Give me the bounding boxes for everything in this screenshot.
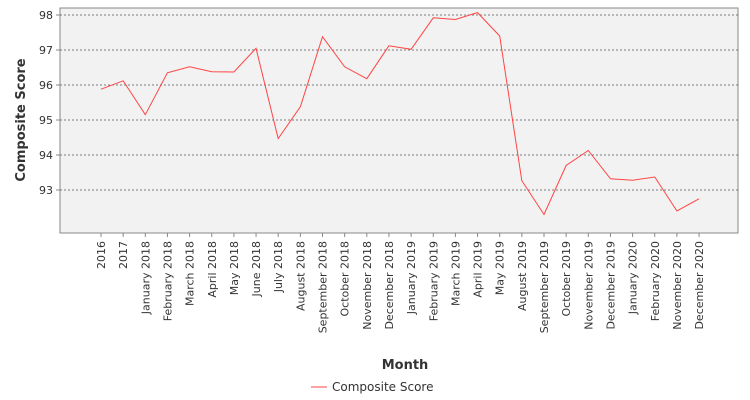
- x-tick-label: May 2019: [494, 241, 507, 295]
- x-tick-label: November 2018: [361, 241, 374, 330]
- x-tick-label: October 2019: [560, 241, 573, 317]
- x-tick-label: March 2019: [449, 241, 462, 306]
- x-axis-title: Month: [382, 358, 429, 373]
- x-tick-label: April 2018: [206, 241, 219, 298]
- x-tick-label: September 2019: [538, 241, 551, 333]
- x-tick-label: December 2018: [383, 241, 396, 330]
- x-tick-label: July 2018: [272, 241, 285, 293]
- x-tick-label: February 2019: [427, 241, 440, 321]
- legend-label: Composite Score: [332, 380, 433, 394]
- y-tick-label: 98: [39, 9, 53, 22]
- x-axis: 2016 2017 January 2018 February 2018 March 2…: [95, 233, 706, 333]
- series-line-composite-score: [100, 12, 700, 216]
- x-tick-label: November 2020: [671, 241, 684, 330]
- y-axis-title: Composite Score: [14, 58, 29, 181]
- x-tick-label: January 2018: [139, 241, 152, 315]
- plot-background: [59, 7, 739, 234]
- x-tick-label: August 2019: [516, 241, 529, 311]
- x-tick-label: June 2018: [250, 241, 263, 297]
- y-tick-label: 97: [39, 44, 53, 57]
- x-tick-label: November 2019: [582, 241, 595, 330]
- x-tick-label: 2017: [117, 241, 130, 269]
- x-tick-label: February 2020: [649, 241, 662, 321]
- x-tick-label: September 2018: [317, 241, 330, 333]
- x-tick-label: December 2020: [693, 241, 706, 330]
- x-tick-label: March 2018: [184, 241, 197, 306]
- x-tick-label: August 2018: [294, 241, 307, 311]
- x-tick-label: May 2018: [228, 241, 241, 295]
- y-tick-label: 93: [39, 184, 53, 197]
- x-tick-label: January 2019: [405, 241, 418, 315]
- y-tick-label: 96: [39, 79, 53, 92]
- x-tick-label: 2016: [95, 241, 108, 269]
- x-tick-label: October 2018: [339, 241, 352, 317]
- y-tick-label: 95: [39, 114, 53, 127]
- x-tick-label: December 2019: [604, 241, 617, 330]
- x-tick-label: April 2019: [472, 241, 485, 298]
- x-tick-label: January 2020: [627, 241, 640, 315]
- grid-lines: [60, 14, 738, 191]
- legend: Composite Score: [311, 380, 433, 394]
- y-axis: 93 94 95 96 97 98: [39, 9, 60, 197]
- y-tick-label: 94: [39, 149, 53, 162]
- series-group: [100, 12, 700, 216]
- x-tick-label: February 2018: [161, 241, 174, 321]
